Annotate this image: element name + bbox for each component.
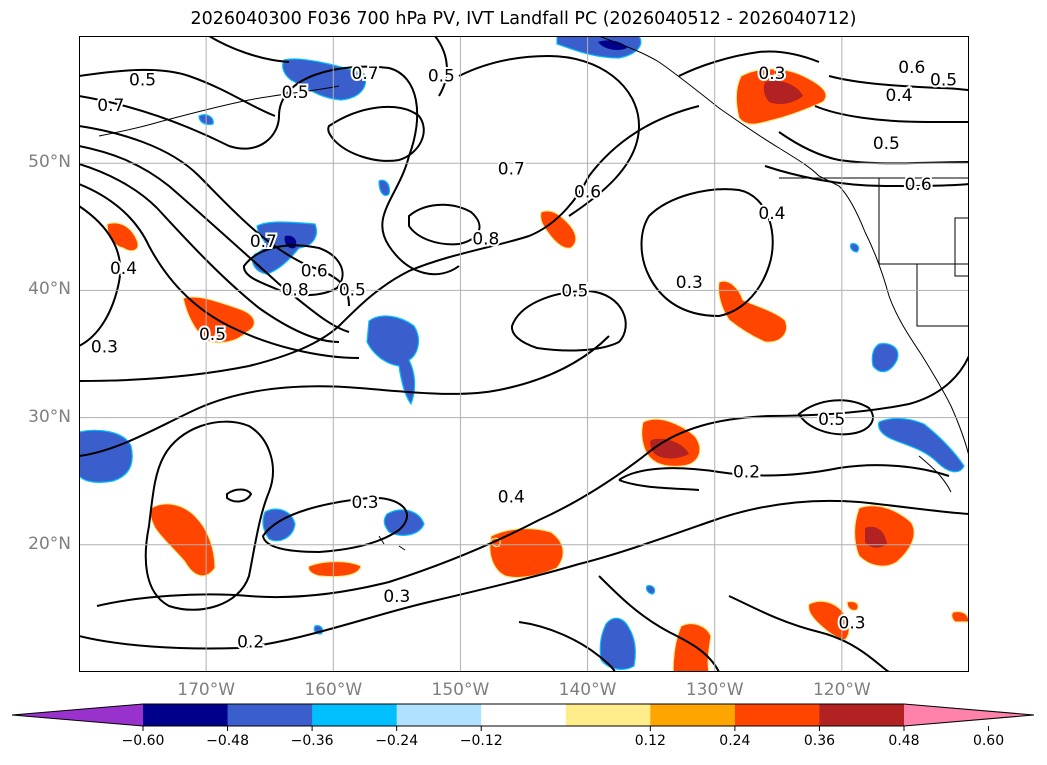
contour-label: 0.5 xyxy=(818,410,845,430)
lat-tick-label: 40°N xyxy=(28,279,71,300)
pv-contours xyxy=(79,36,969,672)
colorbar-segment xyxy=(143,704,229,726)
contour-label: 0.7 xyxy=(498,160,525,180)
contour-label: 0.8 xyxy=(282,280,309,300)
contour-labels: 0.70.50.50.7 0.50.70.80.60.3 0.60.50.40.50… xyxy=(89,56,959,655)
colorbar-tick-label: −0.12 xyxy=(459,733,503,749)
colorbar-tick-label: 0.48 xyxy=(888,733,920,749)
lon-tick-label: 120°W xyxy=(812,680,871,700)
colorbar-segment xyxy=(734,704,820,726)
lat-tick-label: 30°N xyxy=(28,406,71,427)
contour-label: 0.5 xyxy=(930,71,957,91)
contour-label: 0.3 xyxy=(839,614,866,634)
gridlines xyxy=(79,36,969,672)
contour-label: 0.3 xyxy=(352,493,379,513)
contour-label: 0.4 xyxy=(498,488,525,508)
lon-tick-label: 160°W xyxy=(304,680,363,700)
lon-tick-label: 130°W xyxy=(685,680,744,700)
coastlines xyxy=(98,36,969,551)
contour-label: 0.5 xyxy=(129,71,156,91)
colorbar-outline xyxy=(11,703,1035,727)
map-title: 2026040300 F036 700 hPa PV, IVT Landfall… xyxy=(190,9,857,29)
contour-label: 0.5 xyxy=(282,83,309,103)
contour-label: 0.6 xyxy=(301,261,328,281)
colorbar-segment xyxy=(565,704,651,726)
colorbar-segment xyxy=(650,704,736,726)
lat-tick-label: 50°N xyxy=(28,152,71,173)
contour-label: 0.2 xyxy=(237,633,264,653)
colorbar-segment xyxy=(481,704,567,726)
contour-label: 0.5 xyxy=(561,282,588,302)
colorbar-extend-max xyxy=(904,704,1034,726)
contour-label: 0.7 xyxy=(97,96,124,116)
contour-label: 0.4 xyxy=(110,259,137,279)
colorbar-tick-label: 0.24 xyxy=(719,733,751,749)
lat-tick-label: 20°N xyxy=(28,533,71,554)
contour-label: 0.5 xyxy=(428,67,455,87)
contour-label: 0.4 xyxy=(758,204,785,224)
contour-label: 0.7 xyxy=(352,64,379,84)
contour-label: 0.3 xyxy=(91,338,118,358)
colorbar-tick-label: 0.60 xyxy=(972,733,1005,749)
colorbar-extend-min xyxy=(12,704,143,726)
colorbar-tick-label: −0.60 xyxy=(121,733,165,749)
contour-label: 0.3 xyxy=(676,273,703,293)
colorbar-tick-label: −0.24 xyxy=(375,733,419,749)
colorbar-segment xyxy=(312,704,398,726)
colorbar-tick-label: −0.36 xyxy=(290,733,334,749)
contour-label: 0.2 xyxy=(733,462,760,482)
colorbar-tick-label: 0.36 xyxy=(803,733,836,749)
contour-label: 0.5 xyxy=(199,325,226,345)
colorbar-tick-label: −0.48 xyxy=(206,733,249,749)
contour-label: 0.3 xyxy=(758,64,785,84)
contour-label: 0.7 xyxy=(250,232,277,252)
contour-label: 0.6 xyxy=(574,182,601,202)
contour-label: 0.5 xyxy=(873,134,900,154)
colorbar-tick-label: 0.12 xyxy=(634,733,666,749)
contour-label: 0.6 xyxy=(905,175,932,195)
contour-label: 0.6 xyxy=(898,58,925,78)
contour-label: 0.4 xyxy=(886,86,913,106)
colorbar-segment xyxy=(819,704,905,726)
lon-tick-label: 170°W xyxy=(177,680,236,700)
map-panel: 0.70.50.50.7 0.50.70.80.60.3 0.60.50.40.50… xyxy=(79,36,969,672)
lon-tick-label: 150°W xyxy=(431,680,490,700)
contour-label: 0.3 xyxy=(383,587,410,607)
lon-tick-label: 140°W xyxy=(558,680,617,700)
colorbar-segment xyxy=(396,704,482,726)
contour-label: 0.5 xyxy=(339,280,366,300)
colorbar-segment xyxy=(227,704,313,726)
contour-label: 0.8 xyxy=(472,230,499,250)
